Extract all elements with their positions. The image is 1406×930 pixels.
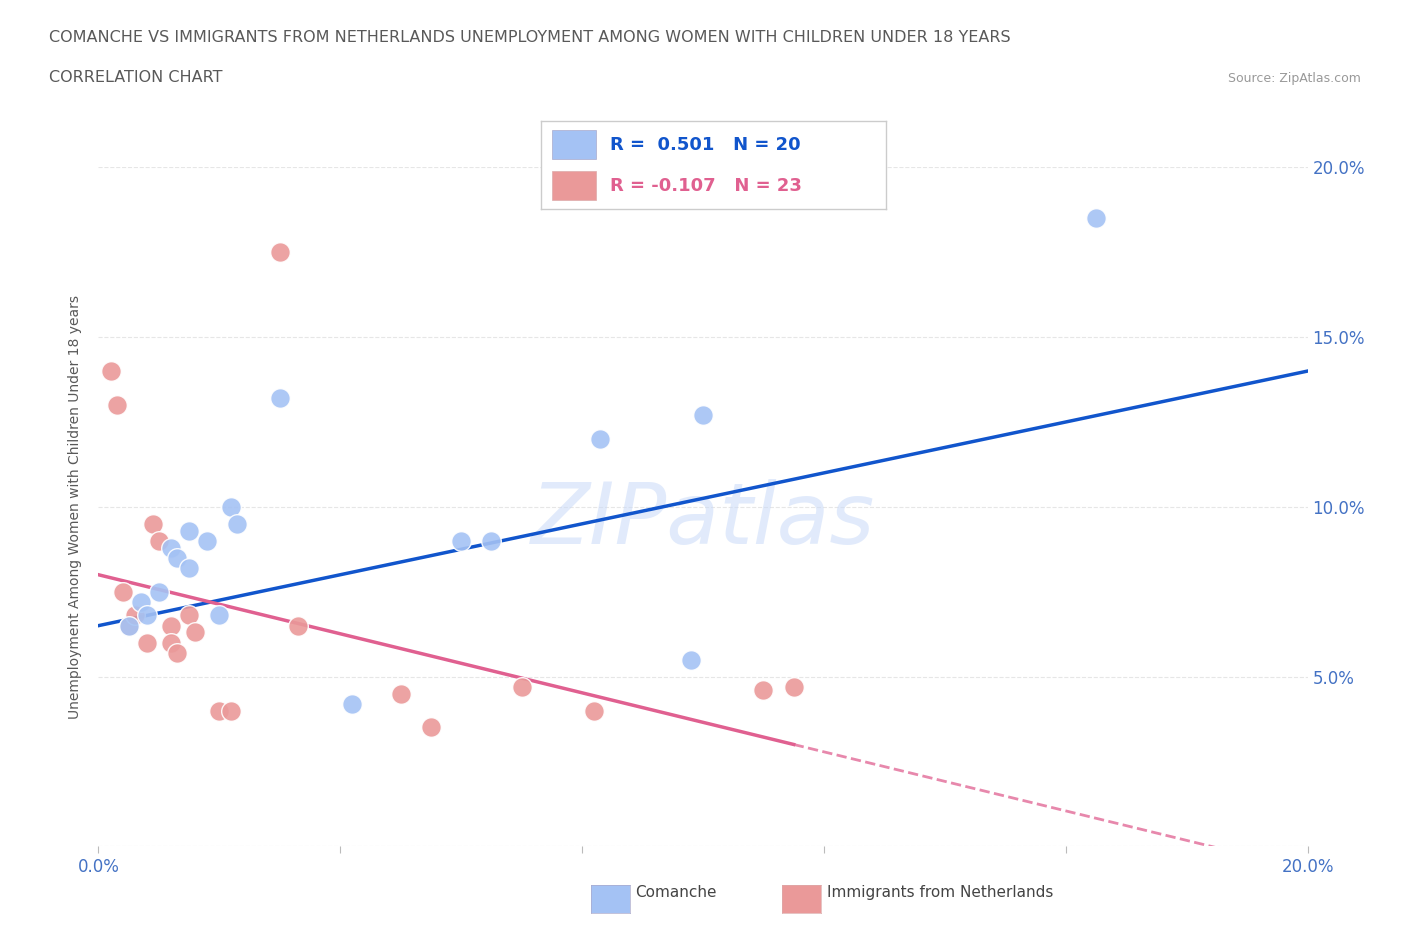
Point	[195, 534, 218, 549]
Point	[148, 534, 170, 549]
Point	[100, 364, 122, 379]
Text: Immigrants from Netherlands: Immigrants from Netherlands	[827, 885, 1053, 900]
Point	[160, 540, 183, 555]
Y-axis label: Unemployment Among Women with Children Under 18 years: Unemployment Among Women with Children U…	[69, 295, 83, 719]
Point	[420, 720, 443, 735]
Point	[135, 608, 157, 623]
Point	[148, 584, 170, 599]
Text: COMANCHE VS IMMIGRANTS FROM NETHERLANDS UNEMPLOYMENT AMONG WOMEN WITH CHILDREN U: COMANCHE VS IMMIGRANTS FROM NETHERLANDS …	[49, 30, 1011, 45]
Point	[752, 683, 775, 698]
Point	[221, 703, 243, 718]
Point	[342, 697, 364, 711]
Point	[129, 594, 152, 609]
Point	[179, 608, 201, 623]
Point	[481, 534, 503, 549]
Point	[160, 618, 183, 633]
Point	[179, 561, 201, 576]
Point	[160, 635, 183, 650]
Point	[124, 608, 146, 623]
FancyBboxPatch shape	[551, 130, 596, 159]
Point	[450, 534, 472, 549]
Point	[589, 432, 612, 446]
Text: ZIPatlas: ZIPatlas	[531, 479, 875, 562]
Point	[510, 679, 533, 694]
Point	[679, 652, 702, 667]
Point	[583, 703, 606, 718]
Point	[105, 398, 128, 413]
Point	[118, 618, 141, 633]
Point	[783, 679, 806, 694]
Point	[118, 618, 141, 633]
FancyBboxPatch shape	[551, 171, 596, 201]
Point	[208, 703, 231, 718]
Point	[166, 551, 188, 565]
Point	[142, 516, 165, 531]
Point	[166, 645, 188, 660]
Point	[389, 686, 412, 701]
Point	[269, 245, 291, 259]
Point	[287, 618, 309, 633]
Point	[269, 391, 291, 405]
Point	[208, 608, 231, 623]
Point	[135, 635, 157, 650]
Text: R =  0.501   N = 20: R = 0.501 N = 20	[610, 136, 801, 153]
Text: R = -0.107   N = 23: R = -0.107 N = 23	[610, 178, 801, 195]
Point	[226, 516, 249, 531]
Point	[179, 524, 201, 538]
Point	[184, 625, 207, 640]
Point	[1085, 211, 1108, 226]
Text: Comanche: Comanche	[636, 885, 717, 900]
Point	[692, 407, 714, 422]
Point	[221, 499, 243, 514]
Point	[111, 584, 134, 599]
Text: CORRELATION CHART: CORRELATION CHART	[49, 70, 222, 85]
Text: Source: ZipAtlas.com: Source: ZipAtlas.com	[1227, 72, 1361, 85]
